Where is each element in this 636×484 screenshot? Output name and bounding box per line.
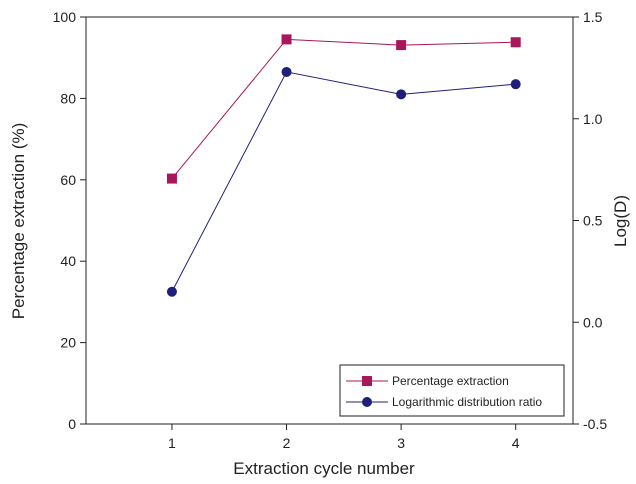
- legend-label-log-ratio: Logarithmic distribution ratio: [392, 395, 542, 409]
- series-0-point-1: [281, 34, 292, 45]
- plot-frame: [85, 16, 574, 425]
- series-0-point-2: [396, 40, 407, 51]
- y-tick-label-3: 60: [60, 172, 76, 188]
- legend-box: [339, 364, 565, 417]
- legend-label-percentage: Percentage extraction: [392, 374, 509, 388]
- y-tick-label-5: 100: [53, 9, 77, 25]
- y-tick-label-2: 40: [60, 253, 76, 269]
- y2-axis-title: Log(D): [611, 195, 630, 247]
- x-tick-label-3: 4: [512, 435, 520, 451]
- legend-marker-circle: [362, 397, 372, 407]
- y-axis-title: Percentage extraction (%): [9, 123, 28, 320]
- y2-axis-ticks: -0.5 0.0 0.5 1.0 1.5: [573, 9, 607, 432]
- y-axis-ticks: 0 20 40 60 80 100: [53, 9, 86, 432]
- x-tick-label-1: 2: [283, 435, 291, 451]
- y2-tick-label-1: 0.0: [583, 314, 603, 330]
- series-1-point-1: [281, 66, 292, 77]
- plot-area-border: [85, 16, 574, 425]
- y2-tick-label-0: -0.5: [583, 416, 607, 432]
- legend-marker-square: [362, 376, 372, 386]
- x-tick-label-0: 1: [168, 435, 176, 451]
- x-axis-title: Extraction cycle number: [233, 459, 415, 478]
- x-tick-label-2: 3: [397, 435, 405, 451]
- y-tick-label-4: 80: [60, 90, 76, 106]
- series-1-point-3: [510, 79, 521, 90]
- y-tick-label-0: 0: [68, 416, 76, 432]
- y-tick-label-1: 20: [60, 335, 76, 351]
- y2-tick-label-3: 1.0: [583, 111, 603, 127]
- series-1-point-2: [396, 89, 407, 100]
- series-line-1: [171, 71, 516, 292]
- legend: Percentage extraction Logarithmic distri…: [339, 364, 565, 417]
- series-line-0: [171, 38, 516, 179]
- y2-tick-label-4: 1.5: [583, 9, 603, 25]
- series-0-point-3: [510, 37, 521, 48]
- y2-tick-label-2: 0.5: [583, 213, 603, 229]
- series-1-point-0: [166, 286, 177, 297]
- series-0-point-0: [166, 173, 177, 184]
- series-layer: [166, 34, 521, 297]
- x-axis-ticks: 1 2 3 4: [168, 424, 520, 451]
